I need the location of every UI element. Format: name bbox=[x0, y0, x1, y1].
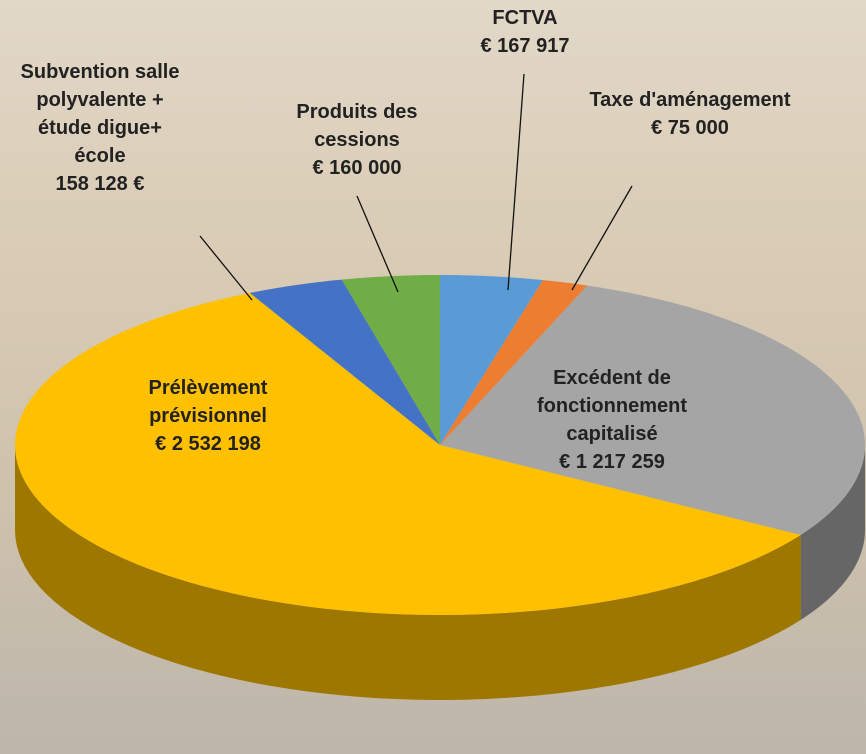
category: Taxe d'aménagement bbox=[585, 86, 795, 114]
category: Produits des cessions bbox=[272, 98, 442, 154]
data-label: Prélèvement prévisionnel€ 2 532 198 bbox=[108, 374, 308, 458]
value-label: € 1 217 259 bbox=[502, 448, 722, 476]
category: FCTVA bbox=[455, 4, 595, 32]
chart: FCTVA€ 167 917 Taxe d'aménagement€ 75 000… bbox=[0, 0, 866, 754]
leader-line bbox=[508, 74, 524, 290]
category: Subvention salle polyvalente + étude dig… bbox=[15, 58, 185, 170]
data-label: Produits des cessions€ 160 000 bbox=[272, 98, 442, 182]
category: Prélèvement prévisionnel bbox=[108, 374, 308, 430]
value-label: € 160 000 bbox=[272, 154, 442, 182]
value-label: € 75 000 bbox=[585, 114, 795, 142]
data-label: FCTVA€ 167 917 bbox=[455, 4, 595, 60]
category: Excédent de fonctionnement capitalisé bbox=[502, 364, 722, 448]
value-label: € 2 532 198 bbox=[108, 430, 308, 458]
value-label: 158 128 € bbox=[15, 170, 185, 198]
value-label: € 167 917 bbox=[455, 32, 595, 60]
data-label: Taxe d'aménagement€ 75 000 bbox=[585, 86, 795, 142]
data-label: Excédent de fonctionnement capitalisé€ 1… bbox=[502, 364, 722, 476]
leader-line bbox=[572, 186, 632, 290]
data-label: Subvention salle polyvalente + étude dig… bbox=[15, 58, 185, 198]
leader-line bbox=[200, 236, 252, 300]
